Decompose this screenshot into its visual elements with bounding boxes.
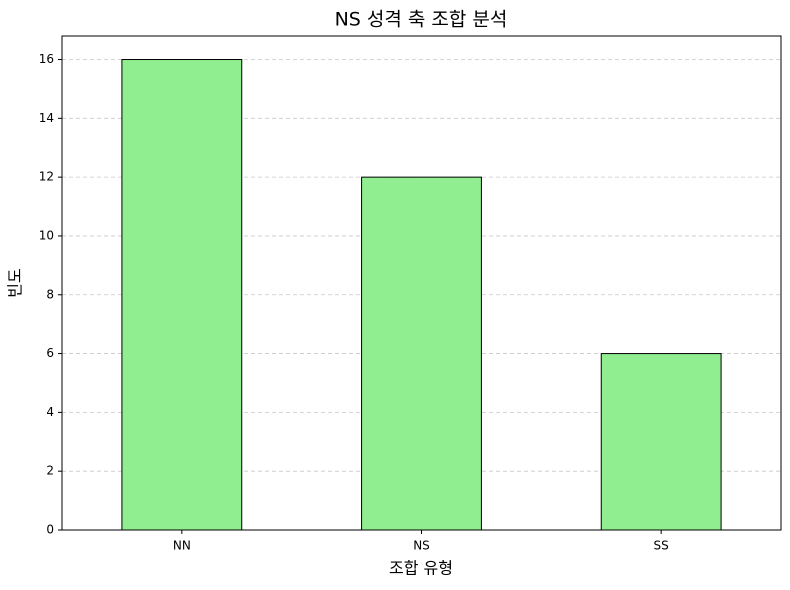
y-tick-label: 8 <box>46 287 54 301</box>
y-tick-label: 6 <box>46 346 54 360</box>
y-tick-label: 0 <box>46 523 54 537</box>
y-tick-label: 12 <box>39 170 54 184</box>
chart-title: NS 성격 축 조합 분석 <box>335 9 508 31</box>
y-tick-label: 10 <box>39 228 54 242</box>
y-tick-label: 4 <box>46 405 54 419</box>
x-tick-label: NS <box>413 539 430 553</box>
bar <box>361 176 482 531</box>
y-tick-label: 16 <box>39 52 54 66</box>
x-tick-label: SS <box>654 539 669 553</box>
x-axis-label: 조합 유형 <box>389 559 453 578</box>
bar <box>121 59 243 531</box>
y-tick-label: 2 <box>46 464 54 478</box>
bar <box>600 353 722 531</box>
y-tick-label: 14 <box>39 111 54 125</box>
axes-frame <box>61 35 782 531</box>
y-axis-label: 빈도 <box>6 268 25 297</box>
x-tick-label: NN <box>173 539 191 553</box>
